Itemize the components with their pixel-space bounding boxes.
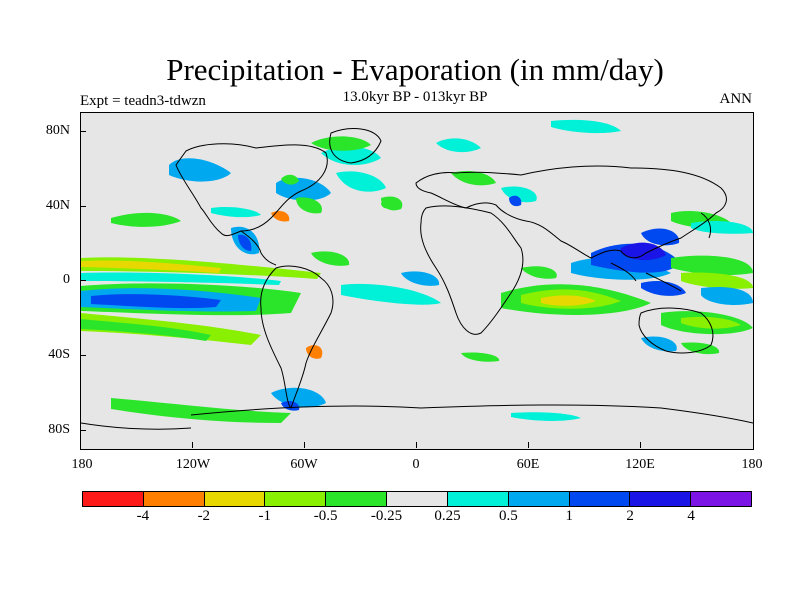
colorbar-label: 2 [626, 508, 634, 524]
colorbar-label: 0.5 [498, 508, 518, 524]
colorbar-label: -1 [258, 508, 271, 524]
colorbar [82, 491, 752, 507]
colorbar-label: -2 [197, 508, 211, 524]
coastlines [81, 128, 753, 430]
colorbar-swatch [508, 492, 570, 506]
lat-label-40n: 40N [45, 198, 70, 213]
colorbar-swatch [691, 492, 751, 506]
colorbar-swatch [265, 492, 327, 506]
lon-label-180w: 180 [71, 457, 93, 472]
anomaly-fields [81, 119, 753, 423]
chart-title: Precipitation - Evaporation (in mm/day) [166, 52, 664, 87]
lon-tick [416, 442, 417, 448]
colorbar-swatch [447, 492, 509, 506]
lat-tick [80, 131, 86, 132]
lon-label-180e: 180 [741, 457, 763, 472]
lon-label-120w: 120W [175, 457, 211, 472]
lon-label-60w: 60W [290, 457, 318, 472]
map-panel [80, 112, 754, 450]
lat-label-80n: 80N [45, 123, 70, 138]
colorbar-swatch [387, 492, 448, 506]
colorbar-label: -0.5 [313, 508, 338, 524]
colorbar-swatch [569, 492, 631, 506]
lat-tick [80, 206, 86, 207]
lon-tick [640, 442, 641, 448]
lon-label-120e: 120E [625, 457, 655, 472]
chart-subtitle: 13.0kyr BP - 013kyr BP [342, 89, 488, 105]
season-label: ANN [719, 91, 753, 107]
lon-label-60e: 60E [516, 457, 540, 472]
lat-tick [80, 430, 86, 431]
lon-tick [528, 442, 529, 448]
colorbar-label: -4 [136, 508, 150, 524]
lon-label-0: 0 [412, 457, 420, 472]
lon-tick [304, 442, 305, 448]
colorbar-label: 0.25 [434, 508, 461, 524]
colorbar-label: 1 [565, 508, 574, 524]
colorbar-swatch [83, 492, 144, 506]
lat-label-eq: 0 [63, 272, 70, 287]
lat-tick [80, 355, 86, 356]
experiment-label: Expt = teadn3-tdwzn [80, 93, 206, 109]
colorbar-swatch [143, 492, 205, 506]
colorbar-swatch [630, 492, 692, 506]
map-svg [81, 119, 753, 430]
colorbar-swatch [326, 492, 388, 506]
colorbar-label: 4 [687, 508, 695, 524]
lat-label-80s: 80S [48, 422, 70, 437]
lat-label-40s: 40S [48, 347, 70, 362]
colorbar-swatch [204, 492, 266, 506]
colorbar-label: -0.25 [370, 508, 403, 524]
lat-tick [80, 280, 86, 281]
lon-tick [192, 442, 193, 448]
